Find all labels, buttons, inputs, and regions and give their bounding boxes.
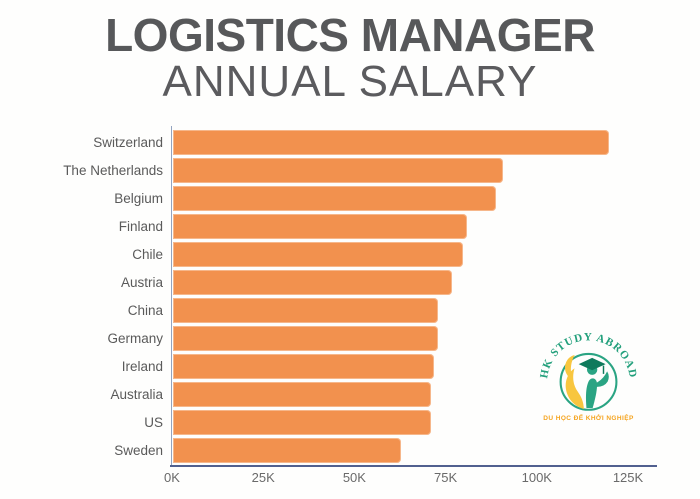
bar xyxy=(172,382,431,407)
x-axis-tick-label: 125K xyxy=(612,470,644,485)
category-label: Australia xyxy=(110,387,163,402)
category-label: US xyxy=(144,415,163,430)
bar xyxy=(172,186,497,211)
bar xyxy=(172,298,438,323)
x-axis-tick-label: 0K xyxy=(164,470,180,485)
bar xyxy=(172,438,402,463)
x-axis-tick-label: 25K xyxy=(251,470,275,485)
logo-graduate-body xyxy=(585,378,598,408)
category-label: Belgium xyxy=(114,191,163,206)
category-label: Switzerland xyxy=(93,135,163,150)
category-label: Germany xyxy=(107,331,163,346)
x-axis-tick-label: 75K xyxy=(434,470,458,485)
category-label: Sweden xyxy=(114,443,163,458)
logo-tagline: DU HỌC ĐỂ KHỞI NGHIỆP xyxy=(543,413,634,422)
bar xyxy=(172,354,435,379)
logo-yellow-figure-body xyxy=(565,368,584,410)
category-label: Finland xyxy=(118,219,163,234)
chart-title-block: LOGISTICS MANAGER ANNUAL SALARY xyxy=(0,12,700,104)
x-axis-tick-label: 50K xyxy=(342,470,366,485)
watermark-logo: HK STUDY ABROAD DU HỌC ĐỂ KHỞI NGHIỆP xyxy=(526,325,650,429)
chart-title-line2: ANNUAL SALARY xyxy=(162,57,538,106)
y-axis-line xyxy=(170,126,172,466)
bar xyxy=(172,410,431,435)
chart-title-line1: LOGISTICS MANAGER xyxy=(105,9,595,61)
bar xyxy=(172,130,610,155)
logo-ring xyxy=(559,352,618,411)
bar xyxy=(172,270,453,295)
x-axis-tick-label: 100K xyxy=(521,470,552,485)
category-label: The Netherlands xyxy=(63,163,163,178)
logo-graduate-arm xyxy=(595,371,609,387)
category-label: Austria xyxy=(120,275,163,290)
category-label: China xyxy=(127,303,163,318)
bar xyxy=(172,326,438,351)
category-label: Ireland xyxy=(121,359,163,374)
bar xyxy=(172,214,467,239)
bar xyxy=(172,158,504,183)
logo-graduation-cap-icon xyxy=(578,357,606,371)
bar xyxy=(172,242,464,267)
x-axis-line xyxy=(170,465,657,467)
category-label: Chile xyxy=(132,247,163,262)
logo-yellow-figure-arm xyxy=(564,354,575,377)
